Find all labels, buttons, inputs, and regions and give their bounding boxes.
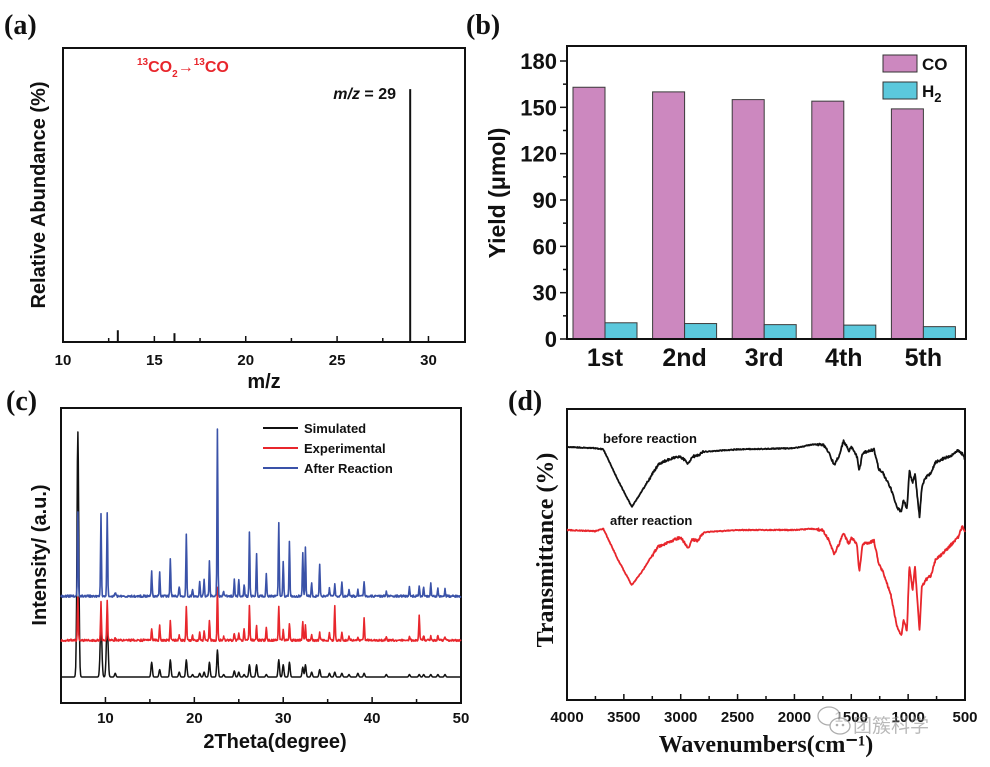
peak-annotation-mz: m/z <box>333 86 360 103</box>
x-ticks-a: 10 15 20 25 30 <box>55 336 437 369</box>
y-tick-label: 150 <box>520 95 557 120</box>
legend-label-experimental: Experimental <box>304 441 386 456</box>
legend-c: Simulated Experimental After Reaction <box>263 421 393 476</box>
x-tick-label: 2000 <box>778 709 811 726</box>
isotope-13-a: 13 <box>137 57 149 68</box>
reaction-annotation: 13CO2→13CO <box>137 57 229 80</box>
panel-label-d: (d) <box>508 386 542 417</box>
legend-b: CO H2 <box>882 54 948 105</box>
y-tick-label: 60 <box>533 234 557 259</box>
y-tick-label: 90 <box>533 188 557 213</box>
series-label-after: after reaction <box>610 513 692 528</box>
series-line-after-reaction <box>60 428 462 599</box>
y-axis-title-c: Intensity/ (a.u.) <box>29 484 51 625</box>
bar-h2-4th <box>843 324 877 340</box>
bar-h2-1st <box>604 322 638 340</box>
y-axis-title-a: Relative Abundance (%) <box>28 81 50 308</box>
x-tick-label: 30 <box>275 710 292 727</box>
y-axis-title-b: Yield (μmol) <box>484 128 510 259</box>
x-tick-label: 3000 <box>664 709 697 726</box>
watermark: 团簇科学 <box>817 706 929 737</box>
bar-co-3rd <box>731 99 765 340</box>
series-lines-d <box>566 439 966 636</box>
panel-label-b: (b) <box>466 10 500 41</box>
panel-b: (b) 0 30 60 90 120 150 180 1st 2nd 3rd 4th 5th Yie… <box>466 10 967 372</box>
legend-label-h2-sub: 2 <box>934 90 941 105</box>
plot-frame-b <box>566 45 967 340</box>
series-line-simulated <box>60 431 462 678</box>
bar-co-1st <box>572 86 606 340</box>
x-tick-label: 15 <box>146 352 163 369</box>
legend-swatch-co <box>882 54 918 73</box>
x-category-label: 4th <box>825 344 863 372</box>
plot-frame-c <box>60 407 462 704</box>
x-category-label: 5th <box>905 344 943 372</box>
bars-b <box>572 86 956 340</box>
panel-a: (a) 10 15 20 25 30 m/z Relative Abundance (%… <box>4 10 466 393</box>
legend-label-after-reaction: After Reaction <box>304 461 393 476</box>
x-tick-label: 2500 <box>721 709 754 726</box>
x-category-label: 3rd <box>745 344 784 372</box>
y-tick-label: 120 <box>520 142 557 167</box>
x-tick-label: 10 <box>97 710 114 727</box>
bar-co-2nd <box>652 91 686 340</box>
wechat-icon <box>817 706 851 735</box>
x-ticks-d: 4000 3500 3000 2500 2000 1500 1000 500 <box>550 694 978 726</box>
panel-d: (d) 4000 3500 3000 2500 2000 1500 1000 500 Wave… <box>508 386 978 758</box>
x-tick-label: 20 <box>237 352 254 369</box>
x-labels-b: 1st 2nd 3rd 4th 5th <box>587 344 942 372</box>
bar-h2-2nd <box>684 323 718 340</box>
x-tick-label: 40 <box>364 710 381 727</box>
x-axis-title-d: Wavenumbers(cm⁻¹) <box>659 732 874 758</box>
x-axis-title-c: 2Theta(degree) <box>203 731 346 753</box>
peak-annotation-value: = 29 <box>360 86 396 103</box>
y-ticks-b: 0 30 60 90 120 150 180 <box>520 49 567 352</box>
panel-label-a: (a) <box>4 10 37 41</box>
legend-label-co: CO <box>922 55 948 74</box>
series-label-before: before reaction <box>603 431 697 446</box>
subscript-2: 2 <box>172 69 178 80</box>
peaks-a <box>116 89 412 342</box>
y-axis-title-d: Transmittance (%) <box>533 453 559 648</box>
plot-frame-d <box>566 408 966 701</box>
x-tick-label: 30 <box>420 352 437 369</box>
x-category-label: 2nd <box>662 344 706 372</box>
plot-frame-a <box>62 47 466 343</box>
series-line-after-reaction <box>566 525 966 636</box>
x-tick-label: 4000 <box>550 709 583 726</box>
x-axis-title-a: m/z <box>247 371 280 393</box>
bar-co-4th <box>811 100 845 340</box>
x-tick-label: 1000 <box>891 709 924 726</box>
legend-label-h2-main: H <box>922 82 934 101</box>
watermark-text: 团簇科学 <box>853 715 929 737</box>
peak-annotation: m/z = 29 <box>333 86 396 103</box>
bar-h2-5th <box>922 326 956 340</box>
x-tick-label: 20 <box>186 710 203 727</box>
product-co: CO <box>205 59 229 76</box>
reactant-co: CO <box>148 59 172 76</box>
y-tick-label: 180 <box>520 49 557 74</box>
x-tick-label: 50 <box>453 710 470 727</box>
x-ticks-c: 10 20 30 40 50 <box>60 697 470 727</box>
legend-label-simulated: Simulated <box>304 421 366 436</box>
x-tick-label: 10 <box>55 352 72 369</box>
legend-label-h2: H2 <box>922 82 942 105</box>
y-tick-label: 0 <box>545 327 557 352</box>
x-tick-label: 25 <box>329 352 346 369</box>
x-category-label: 1st <box>587 344 624 372</box>
y-tick-label: 30 <box>533 281 557 306</box>
x-tick-label: 3500 <box>607 709 640 726</box>
series-lines-c <box>60 428 462 678</box>
panel-c: (c) 10 20 30 40 50 2Theta(degree) Intensity/… <box>6 386 469 753</box>
arrow: → <box>178 59 194 76</box>
isotope-13-b: 13 <box>194 57 206 68</box>
bar-co-5th <box>890 108 924 340</box>
x-tick-label: 500 <box>952 709 977 726</box>
panel-label-c: (c) <box>6 386 37 417</box>
legend-swatch-h2 <box>882 81 918 100</box>
series-line-experimental <box>60 586 462 643</box>
series-line-before-reaction <box>566 439 966 519</box>
bar-h2-3rd <box>763 324 797 340</box>
